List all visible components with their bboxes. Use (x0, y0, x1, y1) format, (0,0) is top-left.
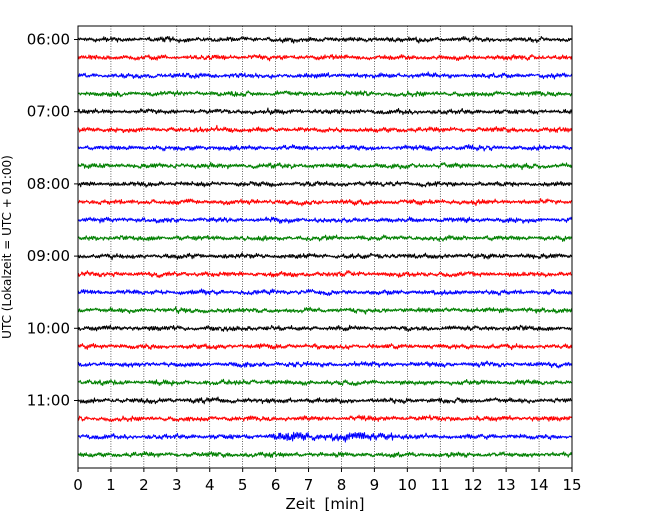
trace-line (77, 198, 573, 207)
y-tick-label: 11:00 (27, 392, 70, 410)
x-tick-label: 4 (205, 476, 215, 494)
x-tick-label: 6 (271, 476, 281, 494)
trace-line (77, 90, 573, 98)
trace-line (77, 288, 573, 296)
trace-line (77, 107, 573, 116)
trace-group (77, 35, 573, 458)
x-tick-label: 11 (431, 476, 450, 494)
trace-line (77, 270, 573, 279)
y-axis-ticks: 06:00 07:00 08:00 09:00 10:00 11:00 (27, 31, 78, 410)
trace-line (77, 360, 573, 369)
x-tick-label: 3 (172, 476, 182, 494)
x-tick-label: 0 (73, 476, 83, 494)
x-axis-ticks: 0 1 2 3 4 5 6 7 8 9 10 11 12 13 14 15 (73, 468, 582, 494)
trace-line (77, 396, 573, 405)
trace-line (77, 234, 573, 242)
trace-line (77, 53, 573, 62)
trace-line (77, 124, 573, 134)
trace-line (77, 180, 573, 188)
trace-line (77, 144, 573, 152)
trace-line (77, 378, 573, 387)
x-tick-label: 15 (562, 476, 581, 494)
trace-line (77, 451, 573, 458)
x-tick-label: 10 (398, 476, 417, 494)
trace-line (77, 161, 573, 171)
x-tick-label: 7 (304, 476, 314, 494)
trace-line (77, 306, 573, 315)
vertical-grid (110, 26, 540, 468)
trace-line (77, 216, 573, 224)
y-tick-label: 08:00 (27, 175, 70, 193)
plot-frame (77, 25, 573, 469)
trace-line (77, 252, 573, 261)
x-tick-label: 13 (497, 476, 516, 494)
trace-line (77, 324, 573, 332)
x-tick-label: 14 (530, 476, 549, 494)
trace-line (77, 414, 573, 423)
x-tick-label: 12 (464, 476, 483, 494)
trace-line (77, 431, 573, 443)
y-tick-label: 09:00 (27, 247, 70, 265)
x-tick-label: 1 (106, 476, 116, 494)
x-tick-label: 8 (337, 476, 347, 494)
x-axis-label: Zeit [min] (285, 495, 364, 513)
trace-line (77, 35, 573, 44)
trace-line (77, 342, 573, 351)
y-tick-label: 10:00 (27, 319, 70, 337)
trace-line (77, 71, 573, 80)
y-axis-label: UTC (Lokalzeit = UTC + 01:00) (0, 155, 14, 339)
x-tick-label: 9 (370, 476, 380, 494)
y-tick-label: 07:00 (27, 103, 70, 121)
x-tick-label: 2 (139, 476, 149, 494)
x-tick-label: 5 (238, 476, 248, 494)
y-tick-label: 06:00 (27, 31, 70, 49)
